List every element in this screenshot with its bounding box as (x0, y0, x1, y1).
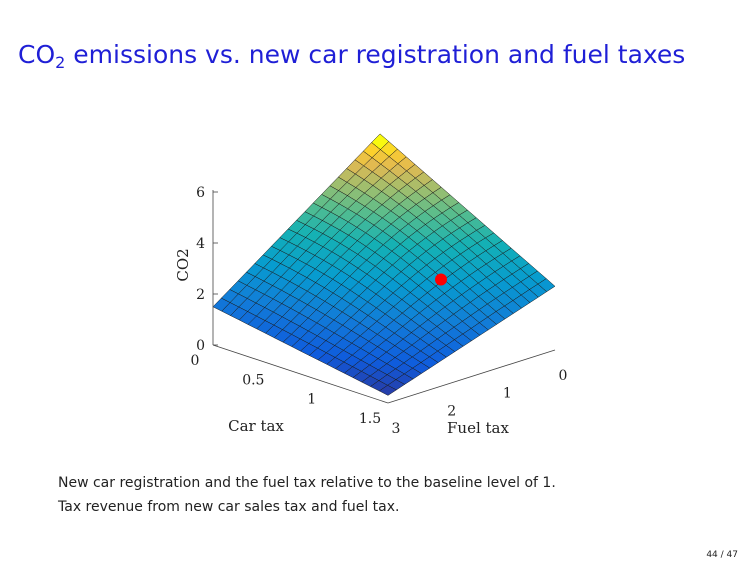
surface-mesh (212, 133, 556, 396)
fuel-tax-tick-label: 2 (447, 403, 456, 419)
car-tax-axis-label: Car tax (228, 417, 284, 435)
baseline-point-marker (435, 273, 447, 286)
fuel-tax-tick-label: 0 (559, 368, 568, 384)
title-rest: emissions vs. new car registration and f… (65, 40, 686, 69)
car-tax-tick-label: 0 (191, 353, 200, 369)
car-tax-tick-label: 1 (307, 392, 316, 408)
plot-axis-labels: CO2 Car tax Fuel tax (174, 248, 510, 437)
z-tick-label: 4 (196, 236, 205, 252)
plot-tick-labels: 0 2 4 6 0 0.5 1 1.5 0 1 2 3 (191, 185, 568, 437)
caption-line-2: Tax revenue from new car sales tax and f… (58, 499, 400, 515)
plot-axes (212, 190, 556, 404)
z-axis-label: CO2 (174, 248, 192, 281)
page-number: 44 / 47 (706, 550, 738, 560)
z-tick-label: 2 (196, 287, 205, 303)
fuel-tax-tick-label: 1 (503, 386, 512, 402)
car-tax-tick-label: 0.5 (242, 372, 264, 388)
fuel-tax-axis-line (387, 349, 556, 404)
title-main: CO (18, 40, 56, 69)
car-tax-tick-label: 1.5 (359, 411, 381, 427)
caption-line-1: New car registration and the fuel tax re… (58, 475, 556, 491)
surface-patch (378, 385, 397, 396)
caption: New car registration and the fuel tax re… (58, 471, 556, 519)
z-tick-label: 6 (196, 185, 205, 201)
title-subscript: 2 (55, 53, 66, 72)
fuel-tax-axis-label: Fuel tax (447, 419, 509, 437)
car-tax-axis-line (212, 344, 389, 404)
plot-highlight (435, 273, 447, 286)
fuel-tax-tick-label: 3 (392, 421, 401, 437)
z-tick-label: 0 (196, 338, 205, 354)
slide-title: CO2 emissions vs. new car registration a… (18, 40, 685, 72)
